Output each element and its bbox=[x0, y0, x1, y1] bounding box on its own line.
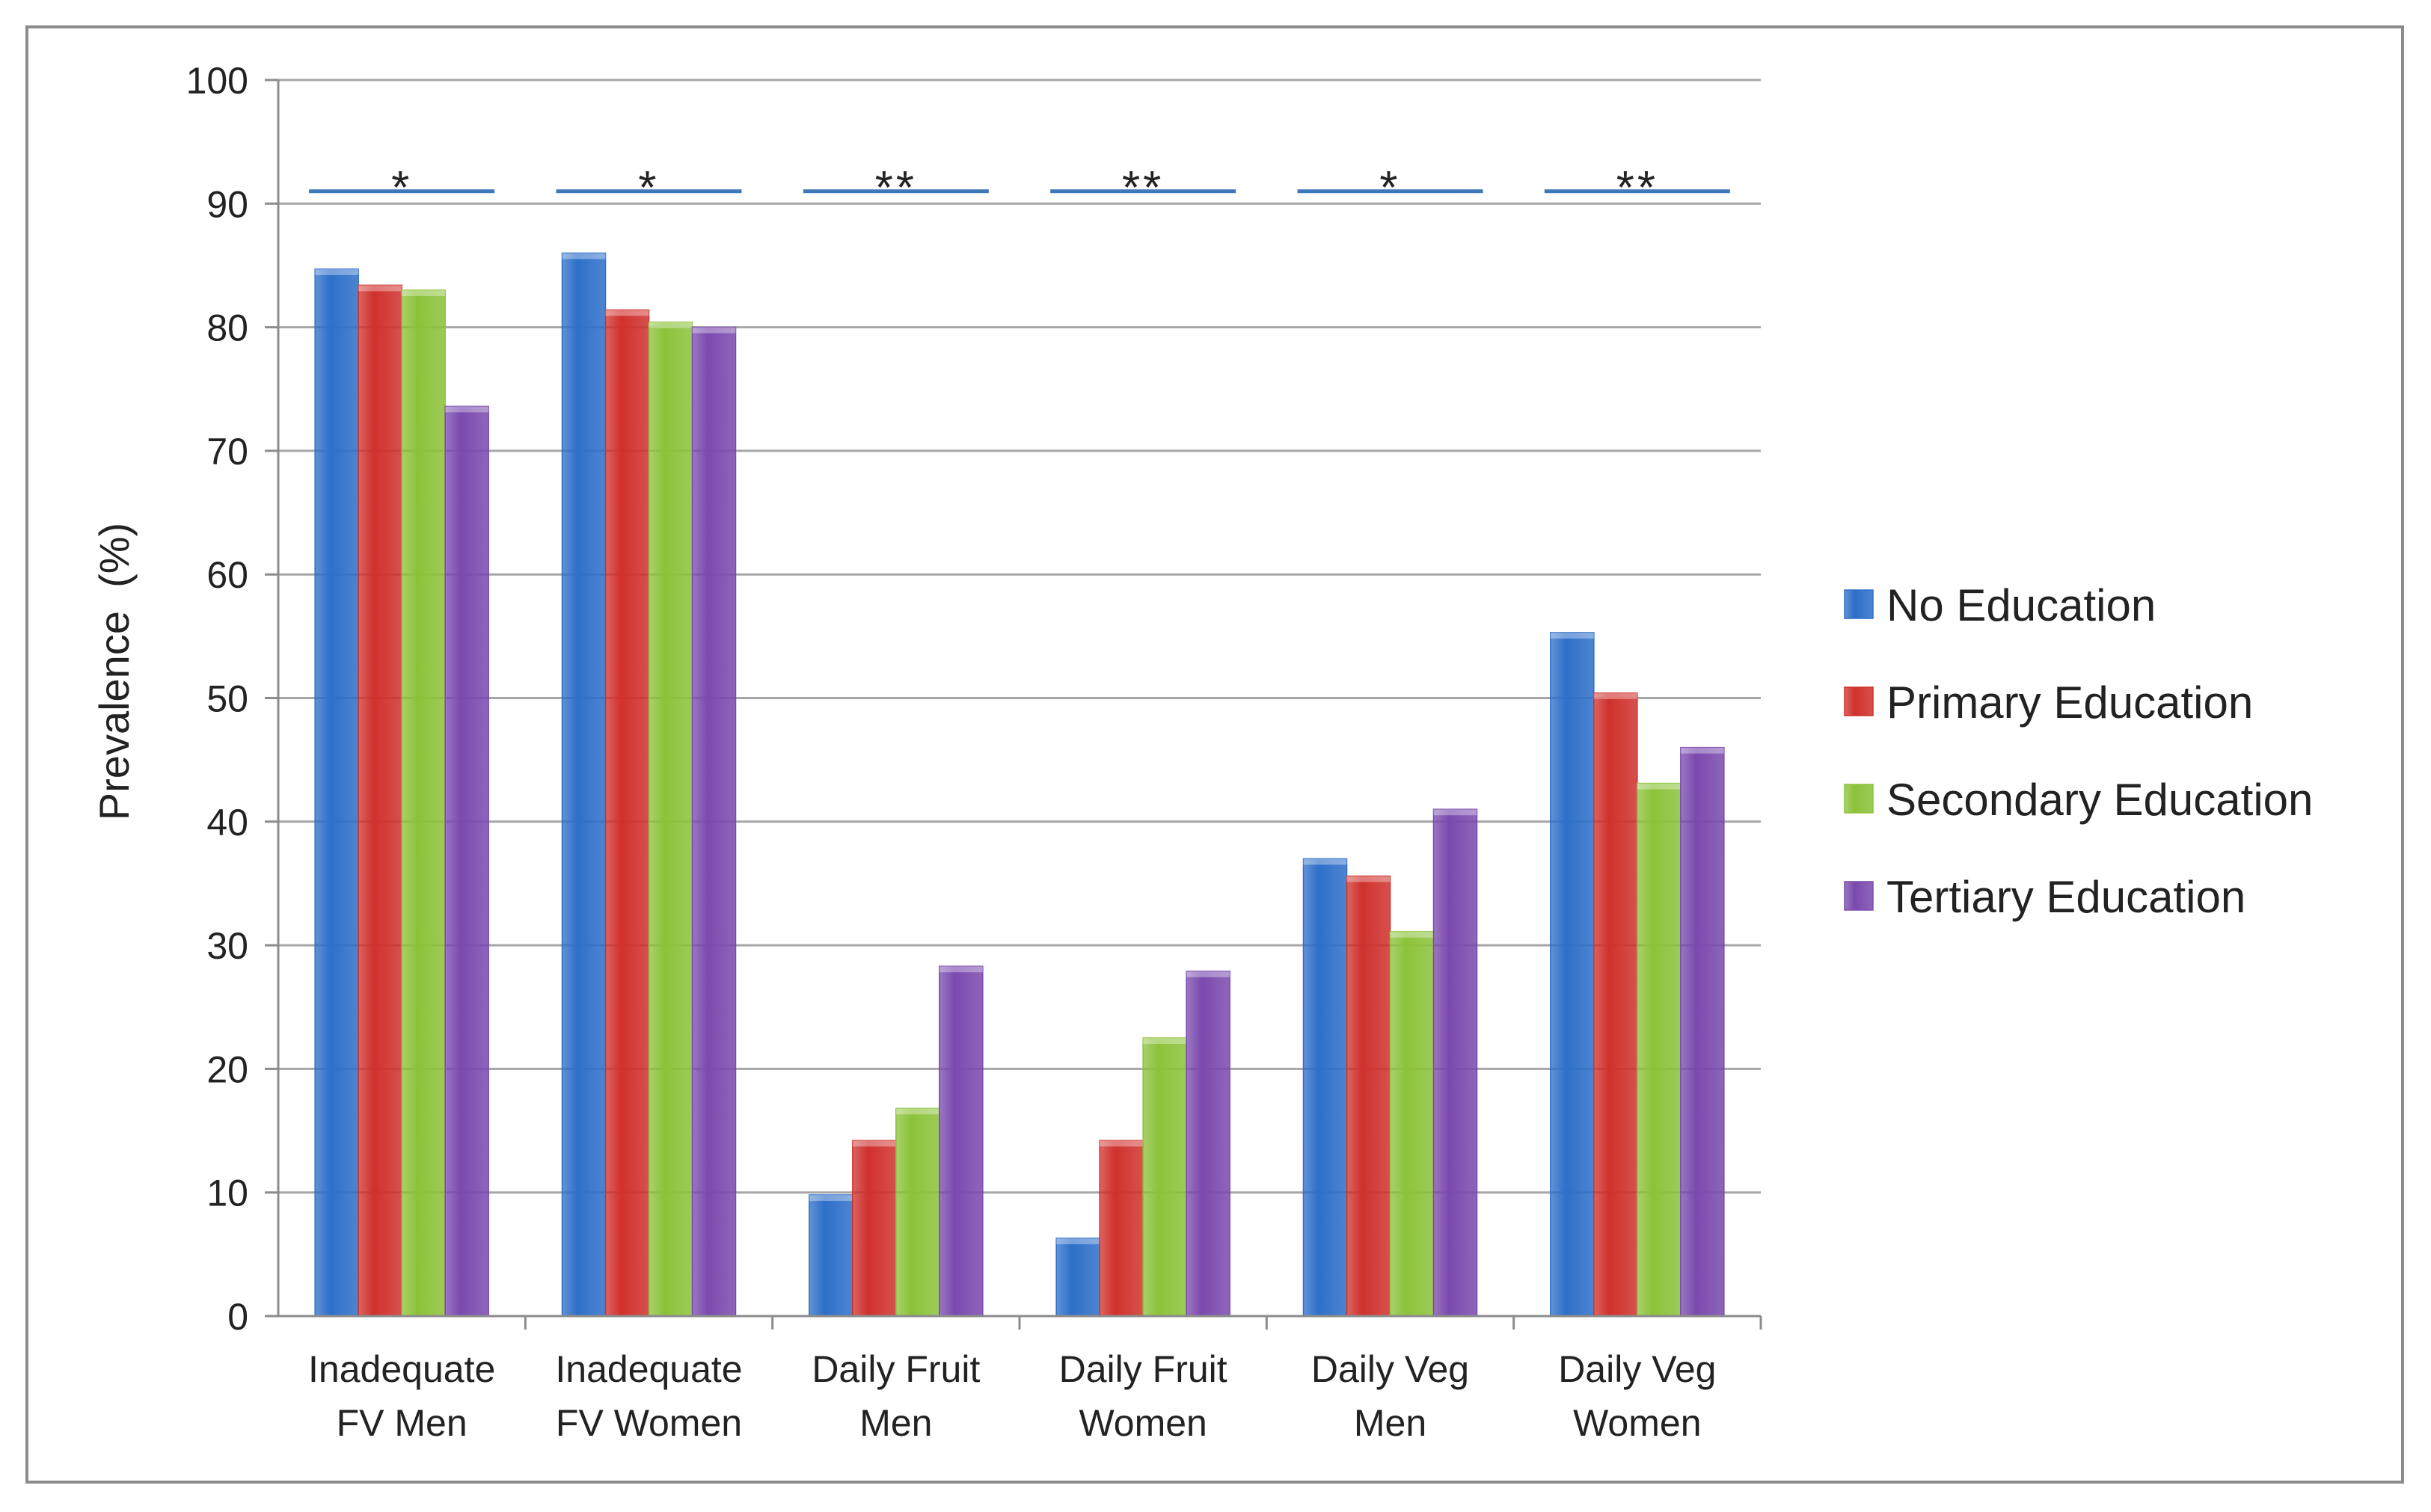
bar-tertiary-education bbox=[939, 965, 984, 1317]
significance-label: ** bbox=[1122, 162, 1164, 214]
y-tick-label: 40 bbox=[206, 802, 248, 843]
y-tick-label: 50 bbox=[206, 678, 248, 720]
bar-no-education bbox=[561, 252, 607, 1317]
bar-highlight bbox=[358, 285, 402, 292]
bar-highlight bbox=[895, 1108, 939, 1115]
legend-label: Primary Education bbox=[1886, 677, 2253, 728]
axes: 0 10 20 30 40 50 60 70 80 90 100 Inadequate FV Men In… bbox=[186, 60, 1762, 1444]
legend-swatch bbox=[1844, 881, 1874, 911]
bar-secondary-education bbox=[1389, 931, 1435, 1317]
legend-swatch bbox=[1844, 589, 1874, 619]
chart-frame: 0 10 20 30 40 50 60 70 80 90 100 Inadequate FV Men In… bbox=[25, 25, 2404, 1484]
y-tick-label: 20 bbox=[206, 1048, 248, 1090]
significance-label: * bbox=[1379, 162, 1400, 214]
bar-highlight bbox=[1390, 931, 1434, 938]
bar-highlight bbox=[852, 1140, 896, 1147]
bar-highlight bbox=[1186, 971, 1230, 977]
x-tick-label: Daily Veg bbox=[1558, 1348, 1716, 1390]
bar-tertiary-education bbox=[1186, 971, 1230, 1317]
x-tick-label: Men bbox=[859, 1402, 932, 1444]
gridlines bbox=[278, 79, 1761, 1194]
bar-highlight bbox=[939, 966, 983, 973]
bar-highlight bbox=[1346, 876, 1391, 882]
significance-label: ** bbox=[875, 162, 917, 214]
y-tick-label: 80 bbox=[206, 307, 248, 349]
bar-secondary-education bbox=[1142, 1037, 1187, 1317]
x-tick-label: Men bbox=[1354, 1402, 1426, 1444]
x-tick-label: Women bbox=[1079, 1402, 1207, 1444]
bar-highlight bbox=[1100, 1140, 1144, 1147]
bar-tertiary-education bbox=[1680, 746, 1725, 1317]
y-tick-label: 70 bbox=[206, 431, 248, 473]
y-tick-label: 90 bbox=[206, 183, 248, 225]
x-tick-label: FV Women bbox=[556, 1402, 742, 1444]
legend: No Education Primary Education Secondary E… bbox=[1844, 580, 2313, 922]
legend-label: Tertiary Education bbox=[1886, 872, 2245, 922]
bar-no-education bbox=[1302, 858, 1348, 1317]
bar-highlight bbox=[692, 327, 736, 334]
bar-chart: 0 10 20 30 40 50 60 70 80 90 100 Inadequate FV Men In… bbox=[91, 60, 2313, 1444]
bar-no-education bbox=[1550, 632, 1595, 1317]
bar-primary-education bbox=[852, 1140, 897, 1317]
bar-secondary-education bbox=[895, 1107, 940, 1317]
bar-secondary-education bbox=[648, 322, 693, 1317]
bar-no-education bbox=[1055, 1238, 1100, 1317]
bar-highlight bbox=[562, 253, 606, 259]
x-tick-label: Inadequate bbox=[308, 1348, 495, 1390]
y-axis-title: Prevalence (%) bbox=[91, 523, 138, 820]
bar-no-education bbox=[314, 268, 359, 1317]
bar-highlight bbox=[315, 268, 359, 275]
bar-primary-education bbox=[1346, 875, 1391, 1317]
y-tick-label: 0 bbox=[227, 1296, 248, 1338]
x-tick-label: Daily Veg bbox=[1311, 1348, 1469, 1390]
bar-primary-education bbox=[358, 284, 402, 1317]
bar-highlight bbox=[809, 1195, 853, 1202]
legend-swatch bbox=[1844, 686, 1874, 716]
bar-highlight bbox=[1637, 783, 1681, 790]
legend-swatch bbox=[1844, 784, 1874, 814]
bar-highlight bbox=[1593, 692, 1637, 699]
x-tick-label: Daily Fruit bbox=[1059, 1348, 1227, 1390]
bar-highlight bbox=[1303, 858, 1347, 865]
x-tick-label: Inadequate bbox=[555, 1348, 742, 1390]
significance-markers: * * ** ** * ** bbox=[309, 162, 1730, 214]
legend-label: Secondary Education bbox=[1886, 775, 2313, 825]
bar-highlight bbox=[1056, 1238, 1100, 1244]
bar-no-education bbox=[809, 1194, 853, 1317]
bar-highlight bbox=[445, 406, 489, 413]
bar-tertiary-education bbox=[444, 405, 489, 1317]
bar-highlight bbox=[649, 322, 693, 328]
bar-primary-education bbox=[604, 309, 650, 1317]
bar-highlight bbox=[402, 290, 446, 297]
y-tick-label: 60 bbox=[206, 554, 248, 596]
x-tick-label: FV Men bbox=[337, 1402, 468, 1444]
bar-tertiary-education bbox=[691, 326, 737, 1317]
bar-tertiary-education bbox=[1432, 808, 1478, 1317]
bar-primary-education bbox=[1593, 692, 1638, 1317]
bar-highlight bbox=[1550, 632, 1594, 639]
bar-highlight bbox=[1680, 747, 1724, 754]
x-tick-label: Women bbox=[1573, 1402, 1701, 1444]
bar-primary-education bbox=[1099, 1140, 1144, 1317]
bar-highlight bbox=[1433, 809, 1477, 816]
bar-secondary-education bbox=[1637, 782, 1682, 1317]
legend-label: No Education bbox=[1886, 580, 2156, 630]
bar-highlight bbox=[1143, 1038, 1187, 1045]
bar-highlight bbox=[605, 310, 649, 316]
significance-label: * bbox=[638, 162, 659, 214]
significance-label: * bbox=[391, 162, 412, 214]
y-tick-label: 30 bbox=[206, 925, 248, 967]
y-tick-label: 10 bbox=[206, 1173, 248, 1214]
y-tick-label: 100 bbox=[186, 60, 248, 102]
significance-label: ** bbox=[1616, 162, 1658, 214]
bars bbox=[314, 252, 1725, 1317]
x-tick-label: Daily Fruit bbox=[812, 1348, 980, 1390]
bar-secondary-education bbox=[401, 289, 446, 1317]
